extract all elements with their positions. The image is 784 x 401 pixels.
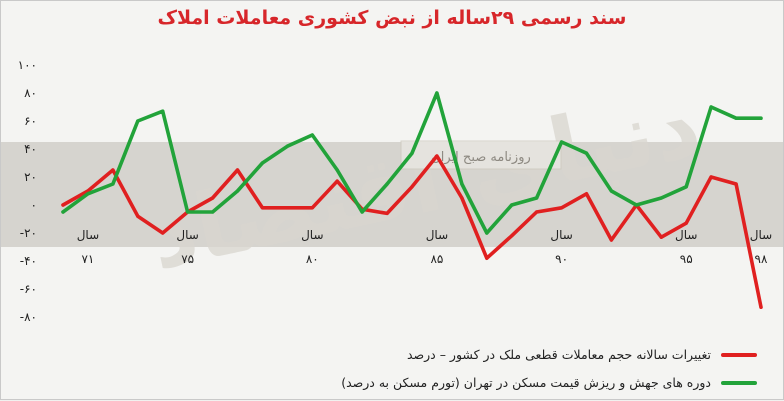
- shaded-band: [1, 142, 783, 247]
- watermark-tag-text: روزنامه صبح ایران: [431, 150, 531, 165]
- y-tick-label: -۶۰: [20, 282, 37, 296]
- series-1-point: [535, 196, 539, 200]
- series-0-point: [161, 231, 165, 235]
- series-1-point: [634, 203, 638, 207]
- x-tick-word: سال: [675, 228, 697, 242]
- legend-swatch-red: [721, 352, 757, 357]
- series-0-point: [659, 235, 663, 239]
- y-tick-label: ۲۰: [24, 170, 37, 184]
- series-1-point: [360, 210, 364, 214]
- x-tick-year: ۹۰: [555, 252, 568, 266]
- series-0-point: [260, 206, 265, 210]
- x-tick-year: ۸۵: [430, 252, 443, 266]
- series-1-point: [86, 192, 90, 196]
- series-0-point: [335, 179, 339, 183]
- series-0-point: [385, 211, 389, 215]
- series-1-point: [609, 189, 614, 193]
- series-0-point: [435, 154, 439, 158]
- series-1-point: [186, 210, 190, 214]
- series-1-point: [285, 144, 289, 148]
- series-1-point: [210, 210, 215, 214]
- series-lines: [61, 91, 763, 310]
- series-0-point: [709, 175, 713, 179]
- y-tick-label: -۸۰: [20, 310, 37, 324]
- series-1-point: [435, 91, 439, 95]
- series-1-point: [161, 109, 165, 113]
- x-tick-word: سال: [176, 228, 198, 242]
- series-0-point: [410, 185, 414, 189]
- series-0-point: [584, 192, 589, 196]
- series-0-point: [510, 234, 514, 238]
- series-0-point: [235, 168, 240, 172]
- y-tick-label: -۴۰: [20, 254, 37, 268]
- series-1-point: [485, 231, 489, 235]
- series-1-point: [460, 182, 464, 186]
- series-1-point: [684, 185, 688, 189]
- series-0-point: [61, 203, 65, 207]
- series-0-point: [734, 182, 738, 186]
- series-0-point: [310, 206, 314, 210]
- watermark-tag: روزنامه صبح ایران: [400, 140, 562, 170]
- legend-item-red: تغییرات سالانه حجم معاملات قطعی ملک در ک…: [407, 347, 757, 362]
- series-0-point: [210, 196, 215, 200]
- y-axis-ticks: ۱۰۰ ۸۰ ۶۰ ۴۰ ۲۰ ۰ -۲۰ -۴۰ -۶۰ -۸۰: [18, 58, 37, 324]
- series-1-point: [235, 189, 240, 193]
- series-1-point: [659, 196, 663, 200]
- series-0-point: [684, 221, 688, 225]
- series-1-point: [61, 210, 65, 214]
- y-tick-label: ۰: [31, 198, 37, 212]
- x-tick-year: ۹۵: [680, 252, 693, 266]
- series-1-point: [759, 116, 763, 120]
- series-1-point: [510, 203, 514, 207]
- y-tick-label: ۴۰: [24, 142, 37, 156]
- x-tick-year: ۸۰: [306, 252, 319, 266]
- x-tick-word: سال: [301, 228, 323, 242]
- series-0-point: [111, 168, 115, 172]
- series-1-point: [559, 140, 564, 144]
- series-1-point: [734, 116, 738, 120]
- series-0-point: [136, 214, 140, 218]
- x-tick-word: سال: [426, 228, 448, 242]
- y-tick-label: ۶۰: [24, 114, 37, 128]
- x-axis-ticks: سال ۷۱ سال ۷۵ سال ۸۰ سال ۸۵ سال ۹۰ سال ۹۵ سال ۹۸: [77, 228, 773, 266]
- y-tick-label: ۱۰۰: [18, 58, 37, 72]
- shaded-band-rect: [1, 142, 783, 247]
- series-1-point: [410, 151, 414, 155]
- x-tick-word: سال: [750, 228, 772, 242]
- x-tick-year: ۷۱: [81, 252, 94, 266]
- x-tick-word: سال: [550, 228, 572, 242]
- x-tick-year: ۹۸: [755, 252, 768, 266]
- series-1-point: [111, 182, 115, 186]
- series-1-point: [136, 119, 140, 123]
- y-tick-label: -۲۰: [20, 226, 37, 240]
- legend-item-green: دوره های جهش و ریزش قیمت مسکن در تهران (…: [341, 375, 757, 390]
- series-0-point: [285, 206, 289, 210]
- series-1-point: [310, 133, 314, 137]
- legend-swatch-green: [721, 380, 757, 385]
- x-tick-word: سال: [77, 228, 99, 242]
- series-0-point: [535, 210, 539, 214]
- series-0-point: [759, 305, 763, 309]
- series-1-point: [584, 151, 589, 155]
- x-tick-year: ۷۵: [181, 252, 194, 266]
- chart-title: سند رسمی ۲۹ساله از نبض کشوری معاملات امل…: [157, 7, 627, 29]
- series-0-point: [460, 196, 464, 200]
- series-1-point: [385, 182, 389, 186]
- y-tick-label: ۸۰: [24, 86, 37, 100]
- series-0-point: [609, 238, 614, 242]
- series-1-point: [709, 105, 713, 109]
- series-1-point: [260, 161, 265, 165]
- legend-label-green: دوره های جهش و ریزش قیمت مسکن در تهران (…: [341, 375, 711, 390]
- series-0-point: [559, 206, 564, 210]
- legend-label-red: تغییرات سالانه حجم معاملات قطعی ملک در ک…: [406, 347, 711, 362]
- series-0-point: [485, 256, 489, 260]
- series-1-point: [335, 168, 339, 172]
